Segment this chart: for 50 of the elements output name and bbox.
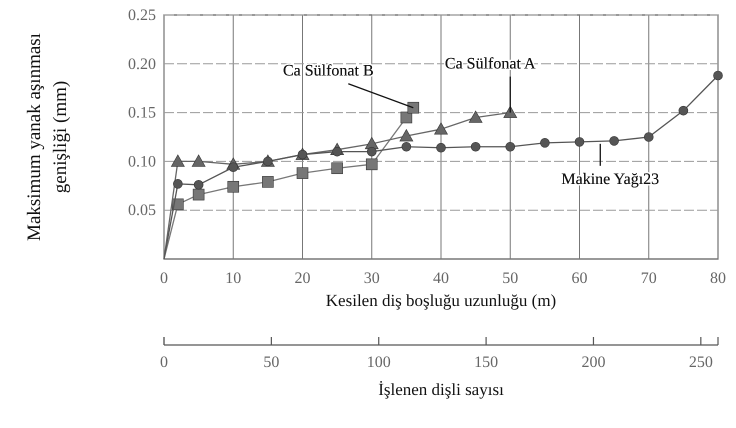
point [227, 180, 240, 193]
x-tick-label: 80 [710, 270, 726, 287]
y-tick-label: 0.15 [128, 104, 156, 122]
point [436, 142, 446, 153]
point [434, 122, 448, 134]
y-tick-label: 0.05 [128, 202, 156, 220]
x2-tick-label: 150 [474, 354, 498, 371]
x2-tick-label: 250 [688, 354, 713, 371]
point [366, 146, 377, 156]
x-tick-label: 10 [225, 270, 242, 287]
x-tick-label: 20 [294, 270, 310, 287]
x-tick-label: 30 [364, 270, 380, 287]
y-tick-label: 0.10 [128, 153, 156, 170]
point [296, 167, 308, 179]
point [262, 176, 274, 188]
annotation: Ca Sülfonat A [444, 56, 536, 73]
point [402, 142, 412, 152]
x2-tick-label: 100 [366, 354, 391, 371]
point [540, 138, 550, 148]
x-axis-title: Kesilen diş boşluğu uzunluğu (m) [326, 291, 556, 310]
point [171, 154, 185, 167]
point [173, 179, 183, 189]
point [713, 70, 723, 80]
point [678, 106, 688, 116]
point [366, 158, 378, 170]
point [192, 154, 206, 167]
x2-tick-label: 0 [160, 354, 168, 371]
x-tick-label: 60 [572, 270, 588, 287]
point [644, 132, 654, 142]
point [505, 142, 516, 152]
x2-tick-label: 200 [581, 354, 606, 371]
point [470, 142, 480, 152]
x2-axis-title: İşlenen dişli sayısı [378, 380, 504, 399]
point [331, 162, 343, 174]
x-tick-label: 40 [433, 270, 449, 287]
point [468, 110, 482, 123]
x-tick-label: 70 [640, 270, 657, 287]
point [609, 136, 619, 146]
point [400, 129, 414, 142]
y-axis-title: Maksimum yanak aşınması genişliği (mm) [24, 33, 71, 241]
y-tick-label: 0.20 [128, 56, 156, 73]
point [408, 102, 420, 114]
x2-tick-label: 50 [263, 354, 280, 371]
y-tick-label: 0.25 [128, 7, 156, 24]
x-tick-label: 50 [502, 270, 518, 287]
point [192, 188, 204, 200]
point [194, 180, 204, 190]
point [574, 137, 584, 147]
point [400, 112, 412, 124]
x-tick-label: 0 [160, 270, 168, 287]
